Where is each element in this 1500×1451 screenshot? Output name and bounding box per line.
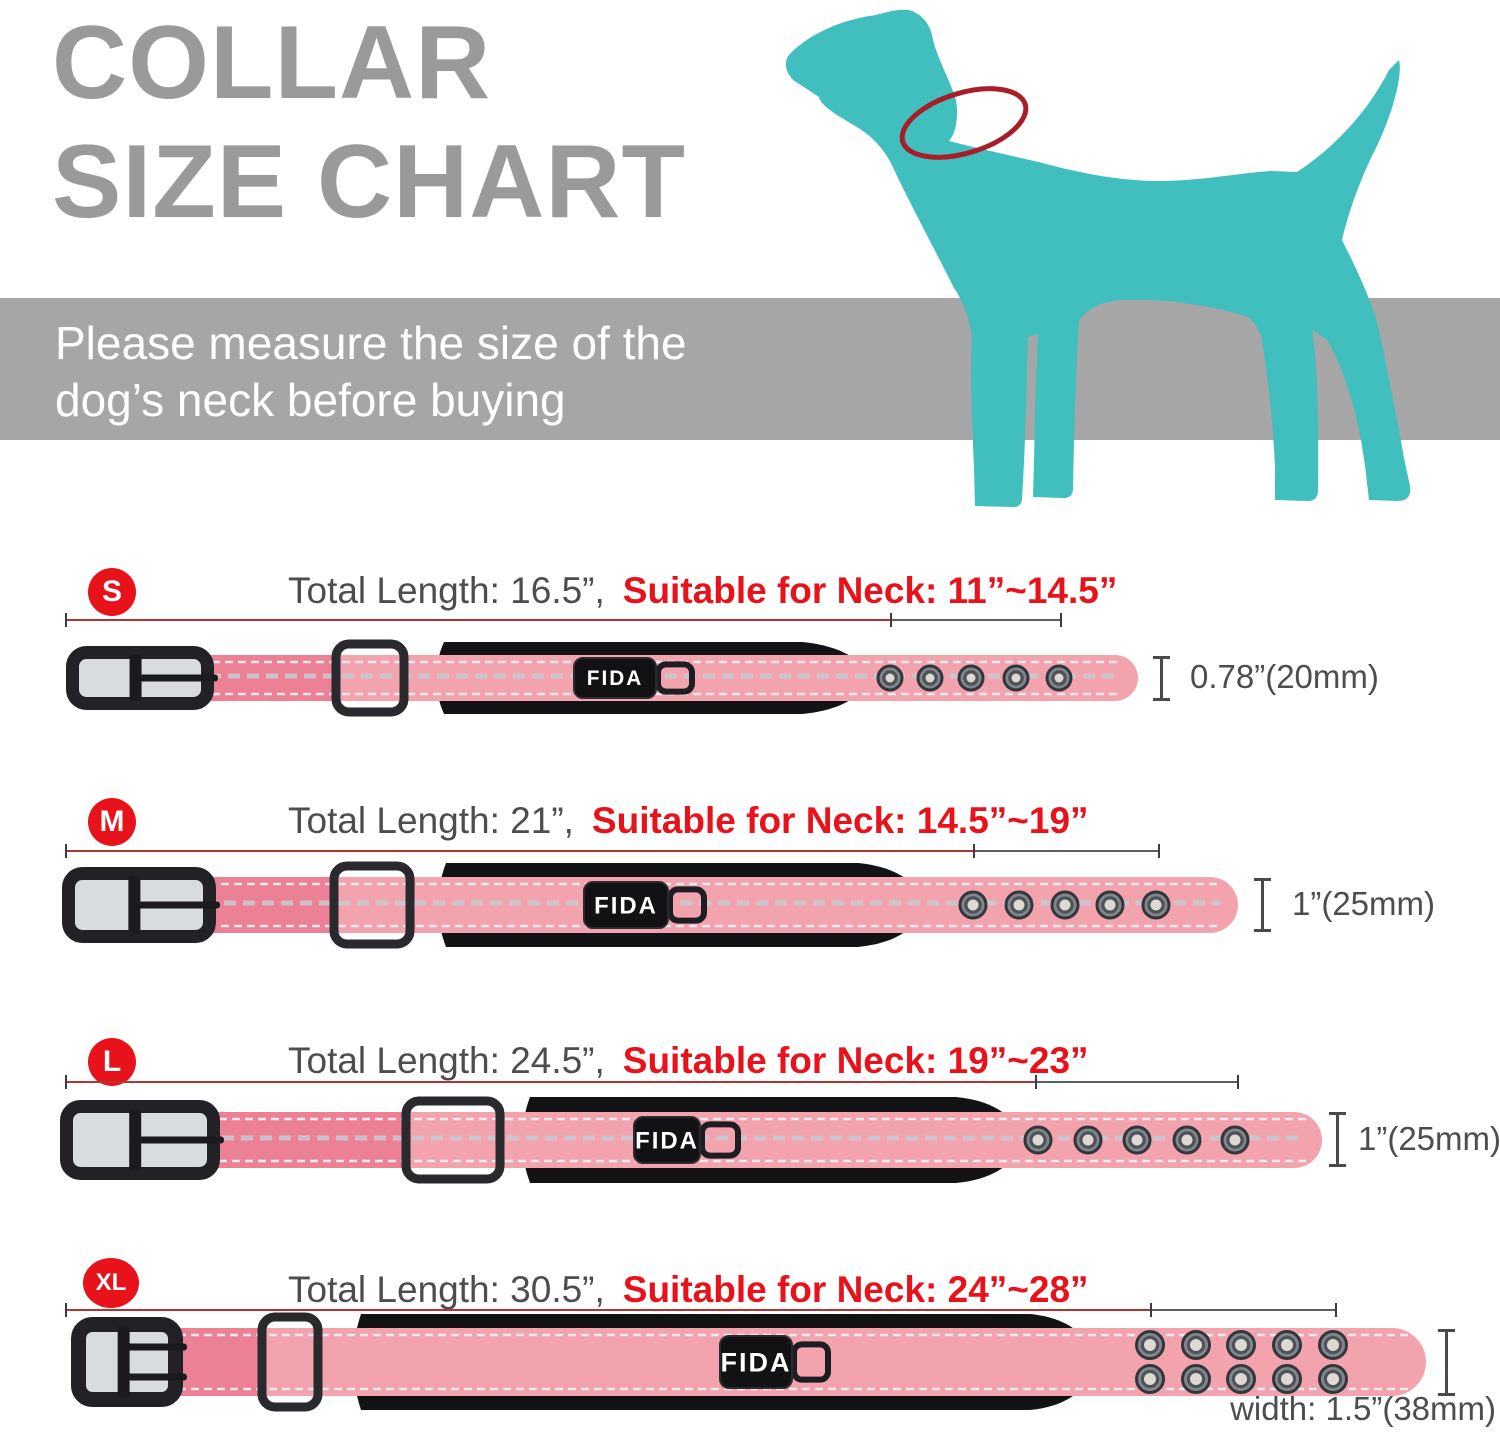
total-length-l: Total Length: 24.5”,: [288, 1040, 605, 1081]
eyelet-hole: [1181, 1134, 1193, 1146]
page-title: COLLAR SIZE CHART: [52, 4, 686, 241]
size-row-l-text: Total Length: 24.5”, Suitable for Neck: 1…: [288, 1040, 1089, 1082]
buckle-prong: [135, 674, 218, 682]
eyelet-hole: [1235, 1373, 1247, 1385]
buckle-prong: [135, 1136, 224, 1144]
brand-tag-label: FIDA: [594, 892, 658, 919]
eyelet-hole: [1150, 899, 1162, 911]
eyelet-hole: [1131, 1134, 1143, 1146]
total-length-line-l: [65, 1075, 1035, 1089]
brand-tag: [583, 881, 669, 929]
brand-tag-label: FIDA: [635, 1127, 699, 1154]
eyelet-hole: [1011, 673, 1021, 683]
size-badge-m-label: M: [99, 805, 125, 838]
neck-range-line-l: [1035, 1075, 1239, 1089]
buckle-bar: [117, 1326, 130, 1398]
eyelet-hole: [1281, 1373, 1293, 1385]
neck-range-m: Suitable for Neck: 14.5”~19”: [591, 800, 1089, 841]
size-badge-xl-label: XL: [95, 1269, 127, 1296]
size-badge-s-label: S: [101, 575, 122, 608]
size-badge-l-label: L: [102, 1045, 122, 1078]
total-length-m: Total Length: 21”,: [288, 800, 574, 841]
total-length-s: Total Length: 16.5”,: [288, 570, 605, 611]
tag-d-ring: [667, 886, 707, 924]
eyelet-hole: [1144, 1339, 1156, 1351]
brand-tag: [573, 657, 657, 699]
tag-d-ring: [655, 661, 695, 695]
neck-range-line-xl: [1150, 1303, 1337, 1317]
tag-d-ring: [791, 1341, 831, 1383]
eyelet-hole: [885, 673, 895, 683]
eyelet-hole: [1281, 1339, 1293, 1351]
eyelet-hole: [925, 673, 935, 683]
dog-silhouette-image: [785, 9, 1411, 508]
eyelet-hole: [1032, 1134, 1044, 1146]
width-measure-mark-m: [1254, 878, 1271, 932]
eyelet-hole: [1013, 899, 1025, 911]
size-row-m-text: Total Length: 21”, Suitable for Neck: 14.…: [288, 800, 1089, 842]
eyelet-hole: [1059, 899, 1071, 911]
page-title-line2: SIZE CHART: [52, 123, 686, 240]
eyelet-hole: [967, 899, 979, 911]
tag-d-ring: [699, 1121, 741, 1159]
size-badge-s: S: [88, 568, 136, 616]
brand-tag: [633, 1116, 701, 1164]
eyelet-hole: [1190, 1373, 1202, 1385]
measure-note-line1: Please measure the size of the: [55, 317, 687, 369]
collar-image-s: FIDA: [66, 639, 1138, 717]
width-label-l: 1”(25mm): [1358, 1120, 1500, 1157]
d-ring: [401, 1096, 505, 1184]
eyelet-hole: [966, 673, 976, 683]
brand-tag: [719, 1335, 793, 1389]
measure-note-line2: dog’s neck before buying: [55, 374, 566, 427]
total-length-xl: Total Length: 30.5”,: [288, 1269, 605, 1310]
width-label-s: 0.78”(20mm): [1190, 658, 1379, 695]
d-ring: [331, 639, 409, 717]
eyelet-hole: [1104, 899, 1116, 911]
size-badge-m: M: [88, 798, 136, 846]
page-title-line1: COLLAR: [52, 5, 492, 121]
measure-note-text: Please measure the size of the dog’s nec…: [55, 315, 687, 429]
eyelet-hole: [1229, 1134, 1241, 1146]
size-badge-xl: XL: [83, 1258, 139, 1308]
eyelet-hole: [1144, 1373, 1156, 1385]
neck-range-xl: Suitable for Neck: 24”~28”: [622, 1269, 1089, 1310]
brand-tag-label: FIDA: [720, 1347, 791, 1377]
total-length-line-s: [65, 613, 890, 627]
total-length-line-xl: [65, 1303, 1150, 1317]
eyelet-hole: [1082, 1134, 1094, 1146]
neck-range-l: Suitable for Neck: 19”~23”: [622, 1040, 1089, 1081]
total-length-line-m: [65, 844, 973, 858]
buckle-prong: [123, 1373, 187, 1381]
d-ring: [329, 861, 415, 949]
neck-measure-ring: [899, 86, 1029, 160]
width-measure-mark-l: [1329, 1112, 1346, 1167]
eyelet-hole: [1327, 1339, 1339, 1351]
brand-tag-label: FIDA: [587, 667, 644, 690]
collar-image-l: FIDA: [60, 1096, 1322, 1184]
size-badge-l: L: [88, 1038, 136, 1086]
eyelet-hole: [1054, 673, 1064, 683]
size-row-s-text: Total Length: 16.5”, Suitable for Neck: 1…: [288, 570, 1117, 612]
buckle-prong: [123, 1343, 187, 1351]
eyelet-hole: [1190, 1339, 1202, 1351]
neck-range-s: Suitable for Neck: 11”~14.5”: [622, 570, 1118, 611]
measure-note-banner: Please measure the size of the dog’s nec…: [0, 298, 1500, 440]
eyelet-hole: [1327, 1373, 1339, 1385]
size-row-xl-text: Total Length: 30.5”, Suitable for Neck: 2…: [288, 1269, 1089, 1311]
width-label-m: 1”(25mm): [1292, 885, 1436, 922]
dog-body-shape: [785, 9, 1411, 508]
collar-image-xl: FIDA: [71, 1312, 1426, 1412]
d-ring: [257, 1312, 323, 1412]
width-measure-mark-s: [1153, 656, 1170, 701]
eyelet-hole: [1235, 1339, 1247, 1351]
buckle-prong: [134, 901, 220, 909]
neck-range-line-s: [890, 613, 1062, 627]
collar-image-m: FIDA: [62, 861, 1238, 949]
width-measure-mark-xl: [1438, 1329, 1455, 1396]
neck-range-line-m: [973, 844, 1160, 858]
width-label-xl: width: 1.5”(38mm): [1230, 1390, 1496, 1427]
